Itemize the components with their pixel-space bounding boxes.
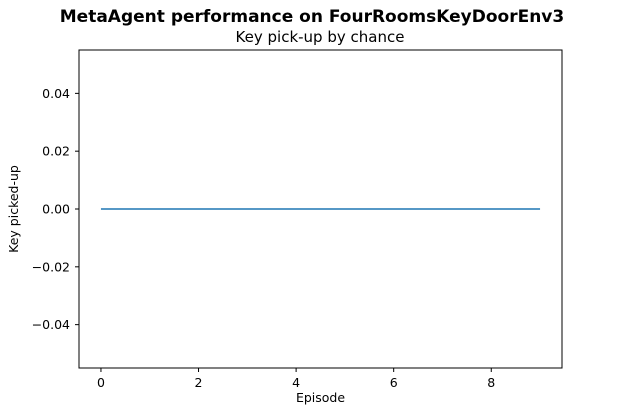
x-tick-label: 8 [487, 375, 495, 390]
x-tick-label: 6 [390, 375, 398, 390]
chart-title: Key pick-up by chance [236, 28, 405, 46]
y-tick-label: 0.02 [42, 144, 70, 159]
y-axis-label: Key picked-up [6, 165, 21, 253]
tick-layer: 0 2 4 6 8 −0.04 −0.02 0.00 0.02 0.04 [32, 86, 496, 390]
figure-suptitle: MetaAgent performance on FourRoomsKeyDoo… [60, 7, 564, 27]
y-tick-label: 0.04 [42, 86, 70, 101]
y-tick-label: −0.04 [32, 317, 70, 332]
x-tick-label: 2 [195, 375, 203, 390]
plot-area-frame [78, 49, 563, 369]
y-tick-label: −0.02 [32, 259, 70, 274]
x-tick-label: 4 [292, 375, 300, 390]
x-axis-label: Episode [296, 390, 345, 405]
y-tick-label: 0.00 [42, 202, 70, 217]
x-tick-label: 0 [97, 375, 105, 390]
